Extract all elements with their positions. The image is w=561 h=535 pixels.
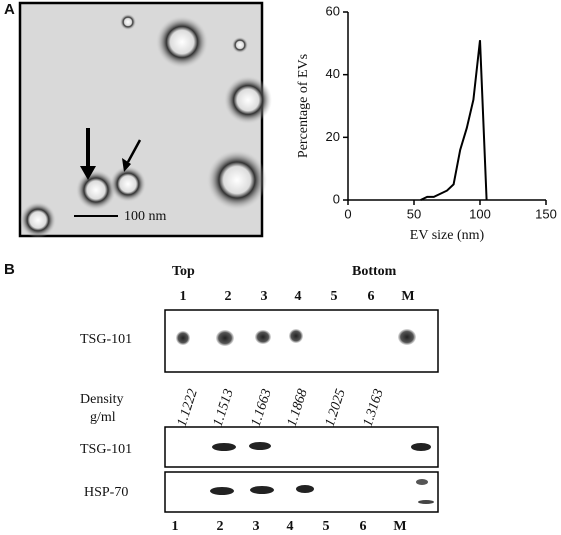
tem-image: 100 nm xyxy=(18,1,272,238)
density-value: 1.1513 xyxy=(211,387,237,428)
y-tick-label: 60 xyxy=(326,3,340,18)
lane-number: 1 xyxy=(180,289,187,304)
y-tick-label: 40 xyxy=(326,66,340,81)
lane-number: 6 xyxy=(360,519,367,534)
lane-numbers: 1 2 3 4 5 6 M xyxy=(180,289,415,304)
blot xyxy=(164,471,439,513)
lane-number: 4 xyxy=(295,289,302,304)
x-tick-label: 100 xyxy=(469,206,491,221)
panel-label: B xyxy=(4,261,15,278)
lane-number: 3 xyxy=(253,519,260,534)
lane-number: M xyxy=(393,519,406,534)
line-chart: 0 20 40 60 0 50 100 150 EV size (nm) Percentage o… xyxy=(296,3,557,243)
blot-label: TSG-101 xyxy=(80,332,132,347)
x-tick-label: 150 xyxy=(535,206,557,221)
density-values: 1.1222 1.1513 1.1663 1.1868 1.2025 1.3163 xyxy=(175,387,387,428)
lane-number: 4 xyxy=(287,519,294,534)
lane-number: 5 xyxy=(331,289,338,304)
lane-number: 5 xyxy=(323,519,330,534)
lane-numbers: 1 2 3 4 5 6 M xyxy=(172,519,407,534)
density-label: Density xyxy=(80,392,124,407)
density-value: 1.2025 xyxy=(323,387,349,428)
x-tick-label: 50 xyxy=(407,206,421,221)
panel-label: A xyxy=(4,1,15,18)
lane-number: 2 xyxy=(225,289,232,304)
y-tick-label: 20 xyxy=(326,129,340,144)
density-value: 1.3163 xyxy=(361,387,387,428)
blot-label: TSG-101 xyxy=(80,442,132,457)
x-tick-label: 0 xyxy=(344,206,351,221)
y-axis-label: Percentage of EVs xyxy=(296,54,311,158)
lane-number: 6 xyxy=(368,289,375,304)
density-value: 1.1222 xyxy=(175,387,201,428)
lane-number: 1 xyxy=(172,519,179,534)
top-label: Top xyxy=(172,264,195,279)
density-label: g/ml xyxy=(90,410,116,425)
density-value: 1.1868 xyxy=(285,387,311,428)
blot xyxy=(164,309,439,373)
data-line xyxy=(420,40,488,201)
scale-bar-label: 100 nm xyxy=(124,209,167,224)
y-tick-label: 0 xyxy=(333,191,340,206)
blot-label: HSP-70 xyxy=(84,485,128,500)
lane-number: M xyxy=(401,289,414,304)
density-value: 1.1663 xyxy=(249,387,275,428)
bottom-label: Bottom xyxy=(352,264,397,279)
x-axis-label: EV size (nm) xyxy=(410,228,485,243)
blot xyxy=(164,426,439,468)
lane-number: 3 xyxy=(261,289,268,304)
lane-number: 2 xyxy=(217,519,224,534)
